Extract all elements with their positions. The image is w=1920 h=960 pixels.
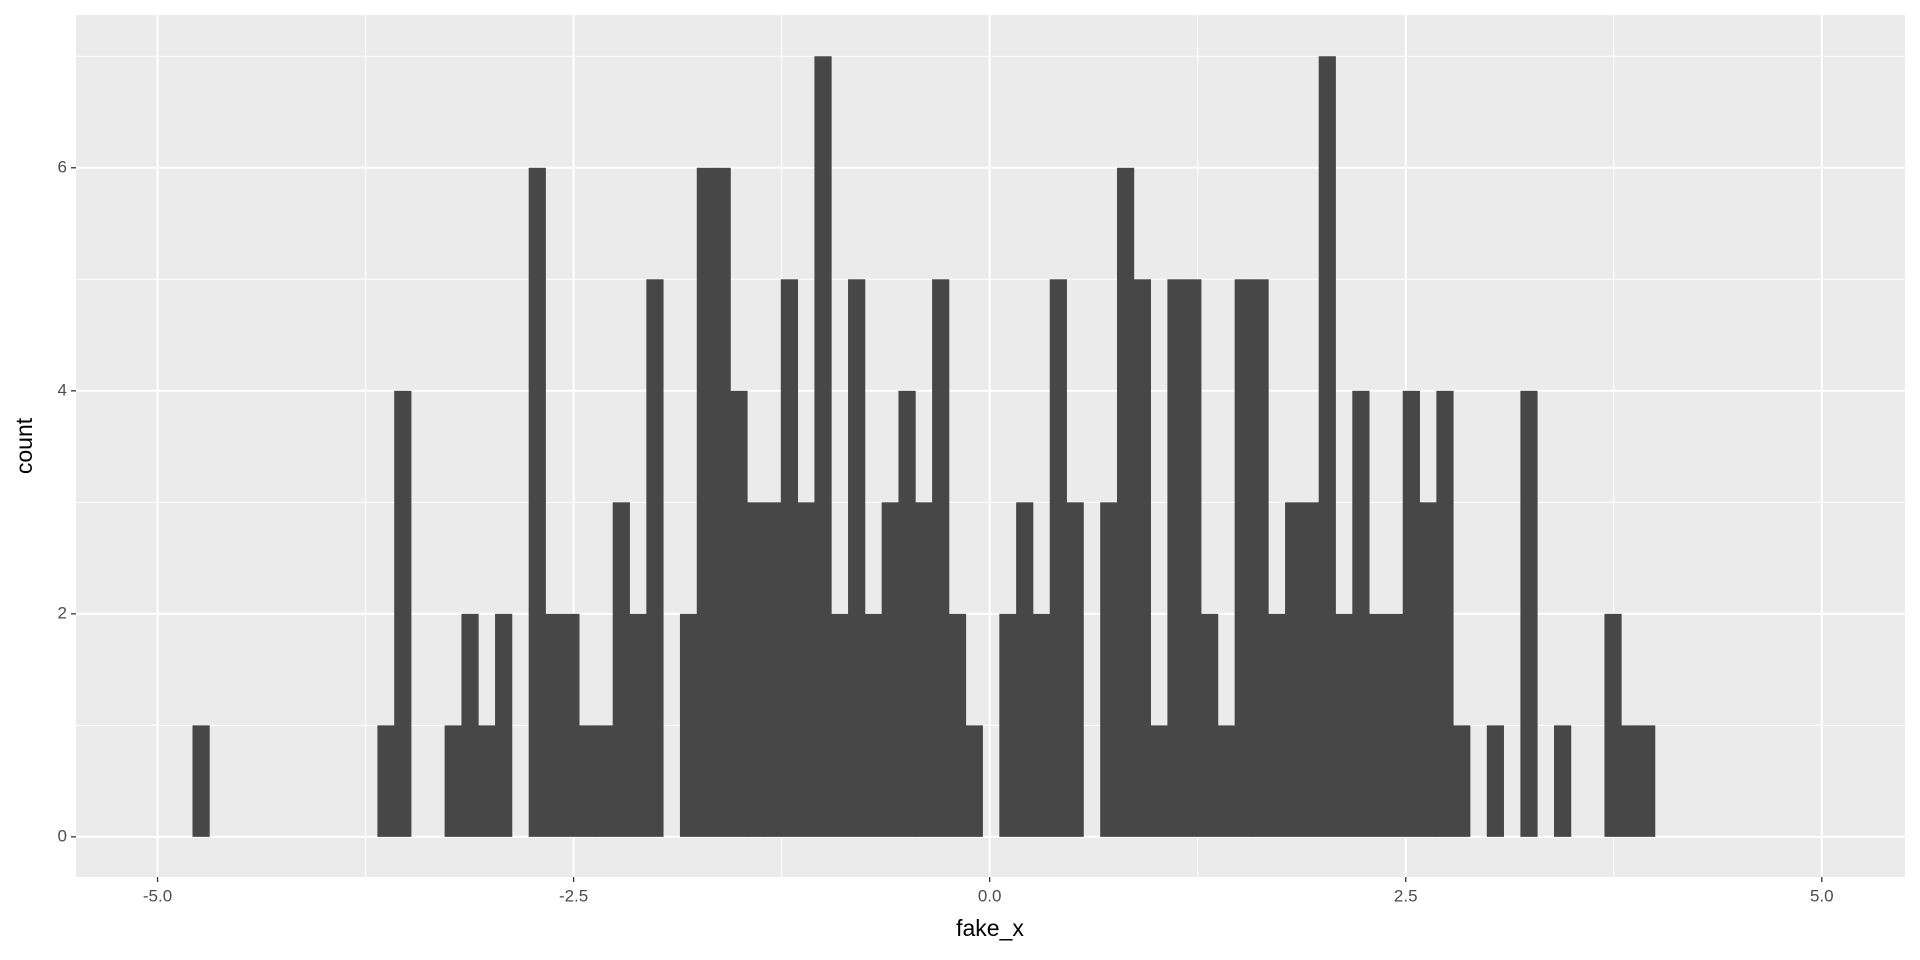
y-tick-label: 0 <box>58 826 67 845</box>
bar <box>444 725 462 837</box>
bar <box>394 390 412 837</box>
bar <box>965 725 983 837</box>
bar <box>1032 613 1051 837</box>
bar <box>192 725 210 837</box>
bar <box>1419 502 1437 837</box>
y-tick-label: 2 <box>58 603 67 622</box>
bar <box>881 502 899 837</box>
bar <box>1621 725 1639 837</box>
bar <box>1066 502 1084 837</box>
x-tick-label: 2.5 <box>1394 886 1418 905</box>
bar <box>1100 502 1118 837</box>
bar <box>814 56 832 837</box>
x-tick-label: -2.5 <box>559 886 588 905</box>
bar <box>1486 725 1504 837</box>
bar <box>864 613 883 837</box>
bar <box>1217 725 1236 837</box>
bar <box>646 279 664 837</box>
bar <box>1554 725 1572 837</box>
bar <box>730 390 748 837</box>
bar <box>1201 613 1219 837</box>
bar <box>1453 725 1471 837</box>
bar <box>696 167 714 837</box>
bar <box>1049 279 1067 837</box>
bar <box>1520 390 1538 837</box>
bar <box>495 613 513 837</box>
bar <box>595 725 614 837</box>
bar <box>1251 279 1269 837</box>
bar <box>1301 502 1320 837</box>
x-tick-label: 0.0 <box>978 886 1002 905</box>
bar <box>629 613 647 837</box>
bar <box>461 613 479 837</box>
bar <box>1184 279 1202 837</box>
bar <box>1234 279 1252 837</box>
bars <box>192 56 1656 837</box>
bar <box>797 502 815 837</box>
bar <box>747 502 765 837</box>
bar <box>713 167 731 837</box>
bar <box>612 502 630 837</box>
grid <box>76 15 1905 877</box>
axes: -5.0 -2.5 0.0 2.5 5.0 0 2 4 6 <box>58 157 1834 905</box>
bar <box>1335 613 1353 837</box>
bar <box>478 725 496 837</box>
bar <box>948 613 967 837</box>
bar <box>1402 390 1420 837</box>
bar <box>1369 613 1387 837</box>
bar <box>1150 725 1168 837</box>
bar <box>763 502 782 837</box>
bar <box>377 725 395 837</box>
x-axis-title: fake_x <box>956 915 1024 941</box>
bar <box>1436 390 1454 837</box>
bar <box>679 613 698 837</box>
bar <box>1167 279 1185 837</box>
bar <box>915 502 933 837</box>
y-tick-label: 6 <box>58 157 67 176</box>
x-tick-label: -5.0 <box>143 886 172 905</box>
bar <box>545 613 563 837</box>
y-tick-label: 4 <box>58 380 67 399</box>
bar <box>932 279 950 837</box>
bar <box>1604 613 1622 837</box>
bar <box>1352 390 1370 837</box>
bar <box>848 279 866 837</box>
x-tick-label: 5.0 <box>1810 886 1834 905</box>
bar <box>780 279 799 837</box>
y-axis-title: count <box>11 417 37 474</box>
bar <box>1133 279 1151 837</box>
bar <box>562 613 580 837</box>
bar <box>528 167 546 837</box>
bar <box>1385 613 1404 837</box>
bar <box>999 613 1017 837</box>
bar <box>1016 502 1034 837</box>
bar <box>1285 502 1303 837</box>
bar <box>831 613 849 837</box>
bar <box>1268 613 1286 837</box>
bar <box>579 725 597 837</box>
bar <box>1318 56 1336 837</box>
bar <box>1116 167 1135 837</box>
bar <box>898 390 916 837</box>
bar <box>1638 725 1656 837</box>
